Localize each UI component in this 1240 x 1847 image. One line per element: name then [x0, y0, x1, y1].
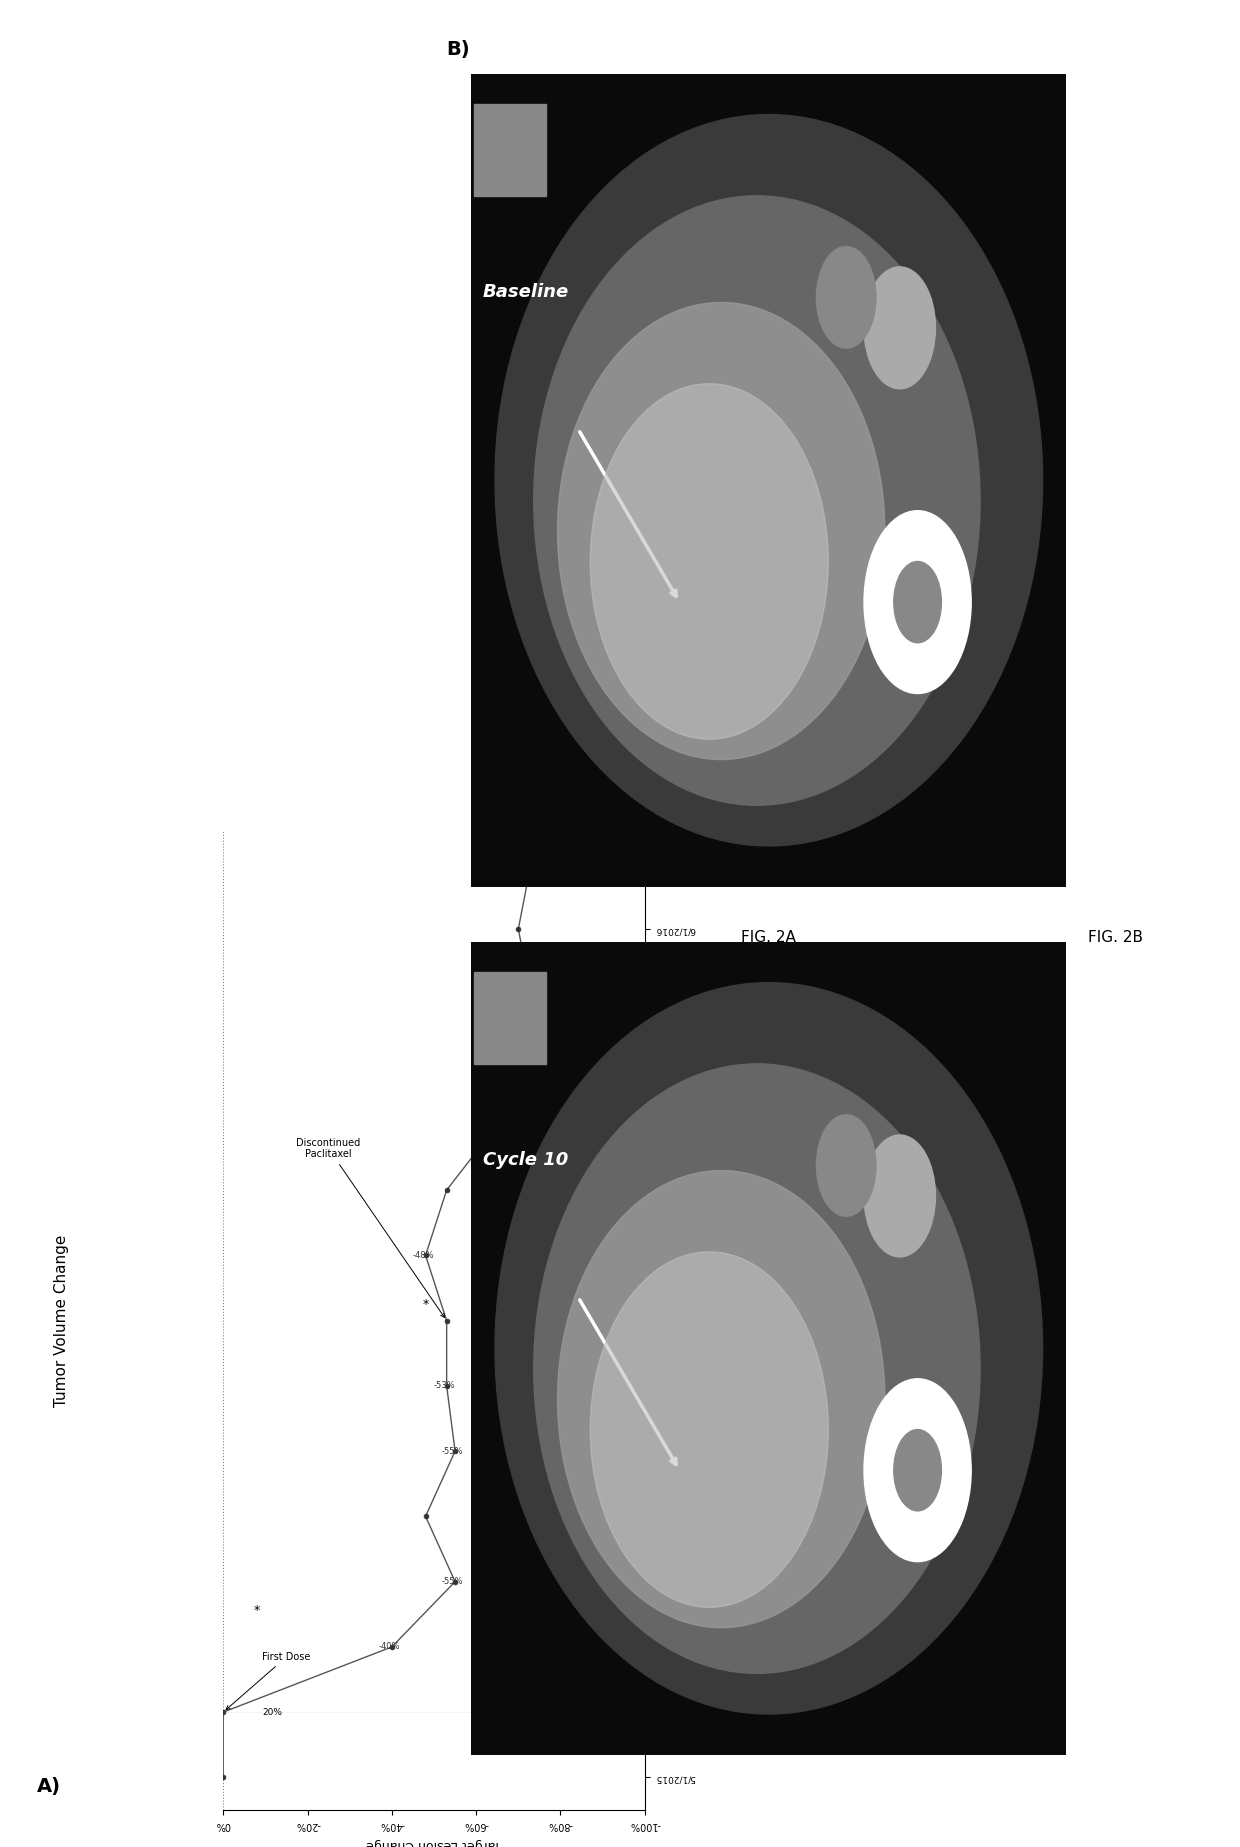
- Text: -65%: -65%: [484, 1121, 506, 1129]
- Text: Tumor Volume Change: Tumor Volume Change: [55, 1234, 69, 1407]
- Text: 20%: 20%: [262, 1708, 283, 1716]
- Text: -53%: -53%: [434, 1382, 455, 1391]
- Bar: [474, 103, 546, 196]
- Text: First Dose: First Dose: [226, 1651, 311, 1710]
- Circle shape: [864, 1378, 971, 1561]
- Circle shape: [864, 266, 935, 390]
- Ellipse shape: [590, 1252, 828, 1607]
- Text: Discontinued
Paclitaxel: Discontinued Paclitaxel: [296, 1138, 444, 1317]
- Circle shape: [864, 510, 971, 694]
- Text: FIG. 2A: FIG. 2A: [742, 931, 796, 946]
- Circle shape: [816, 247, 875, 349]
- Text: Cycle 10: Cycle 10: [484, 1151, 568, 1169]
- X-axis label: Target Lesion Change: Target Lesion Change: [367, 1838, 501, 1847]
- Text: FIG. 2B: FIG. 2B: [1089, 931, 1143, 946]
- Circle shape: [894, 1430, 941, 1511]
- Bar: [474, 972, 546, 1064]
- Circle shape: [816, 1114, 875, 1215]
- Text: -55%: -55%: [441, 1446, 464, 1455]
- Text: B): B): [446, 41, 470, 59]
- Text: -70%: -70%: [505, 1055, 527, 1064]
- Text: Baseline: Baseline: [484, 283, 569, 301]
- Text: -73%: -73%: [517, 859, 539, 868]
- Text: *: *: [423, 1298, 429, 1311]
- Ellipse shape: [533, 1064, 980, 1673]
- Ellipse shape: [495, 115, 1043, 846]
- Ellipse shape: [590, 384, 828, 739]
- Text: -48%: -48%: [413, 1250, 434, 1260]
- Text: -40%: -40%: [378, 1642, 401, 1651]
- Text: -55%: -55%: [441, 1577, 464, 1587]
- Ellipse shape: [558, 303, 885, 759]
- Text: *: *: [254, 1605, 260, 1618]
- Ellipse shape: [533, 196, 980, 805]
- Text: A): A): [37, 1777, 61, 1795]
- Circle shape: [894, 561, 941, 643]
- Circle shape: [864, 1134, 935, 1256]
- Ellipse shape: [495, 983, 1043, 1714]
- Ellipse shape: [558, 1171, 885, 1627]
